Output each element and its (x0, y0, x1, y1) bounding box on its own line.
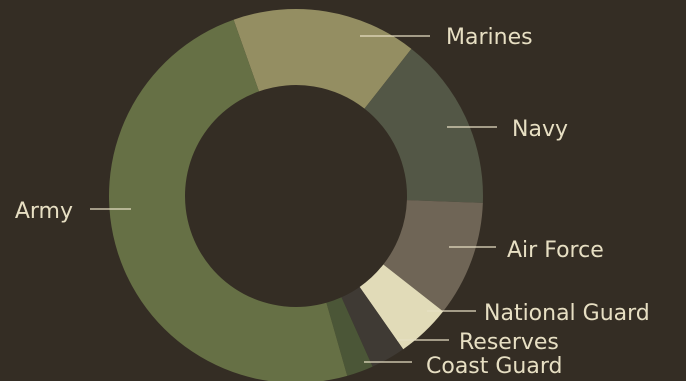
slice-marines (233, 8, 412, 109)
slice-air-force (383, 200, 483, 312)
slice-label-air-force: Air Force (507, 238, 604, 263)
slice-coast-guard (326, 297, 373, 376)
slice-national-guard (359, 264, 444, 350)
slice-label-national-guard: National Guard (484, 301, 650, 326)
leader-lines (90, 35, 497, 363)
slice-label-navy: Navy (512, 117, 568, 142)
slice-reserves (341, 286, 404, 367)
slice-army (109, 19, 348, 381)
slice-label-coast-guard: Coast Guard (426, 354, 562, 379)
slice-navy (364, 48, 483, 203)
donut-slices (109, 8, 483, 381)
slice-label-reserves: Reserves (459, 330, 559, 355)
slice-label-marines: Marines (446, 25, 533, 50)
slice-label-army: Army (15, 199, 73, 224)
slice-labels: Marines Navy Air Force National Guard Reserv… (15, 25, 650, 379)
